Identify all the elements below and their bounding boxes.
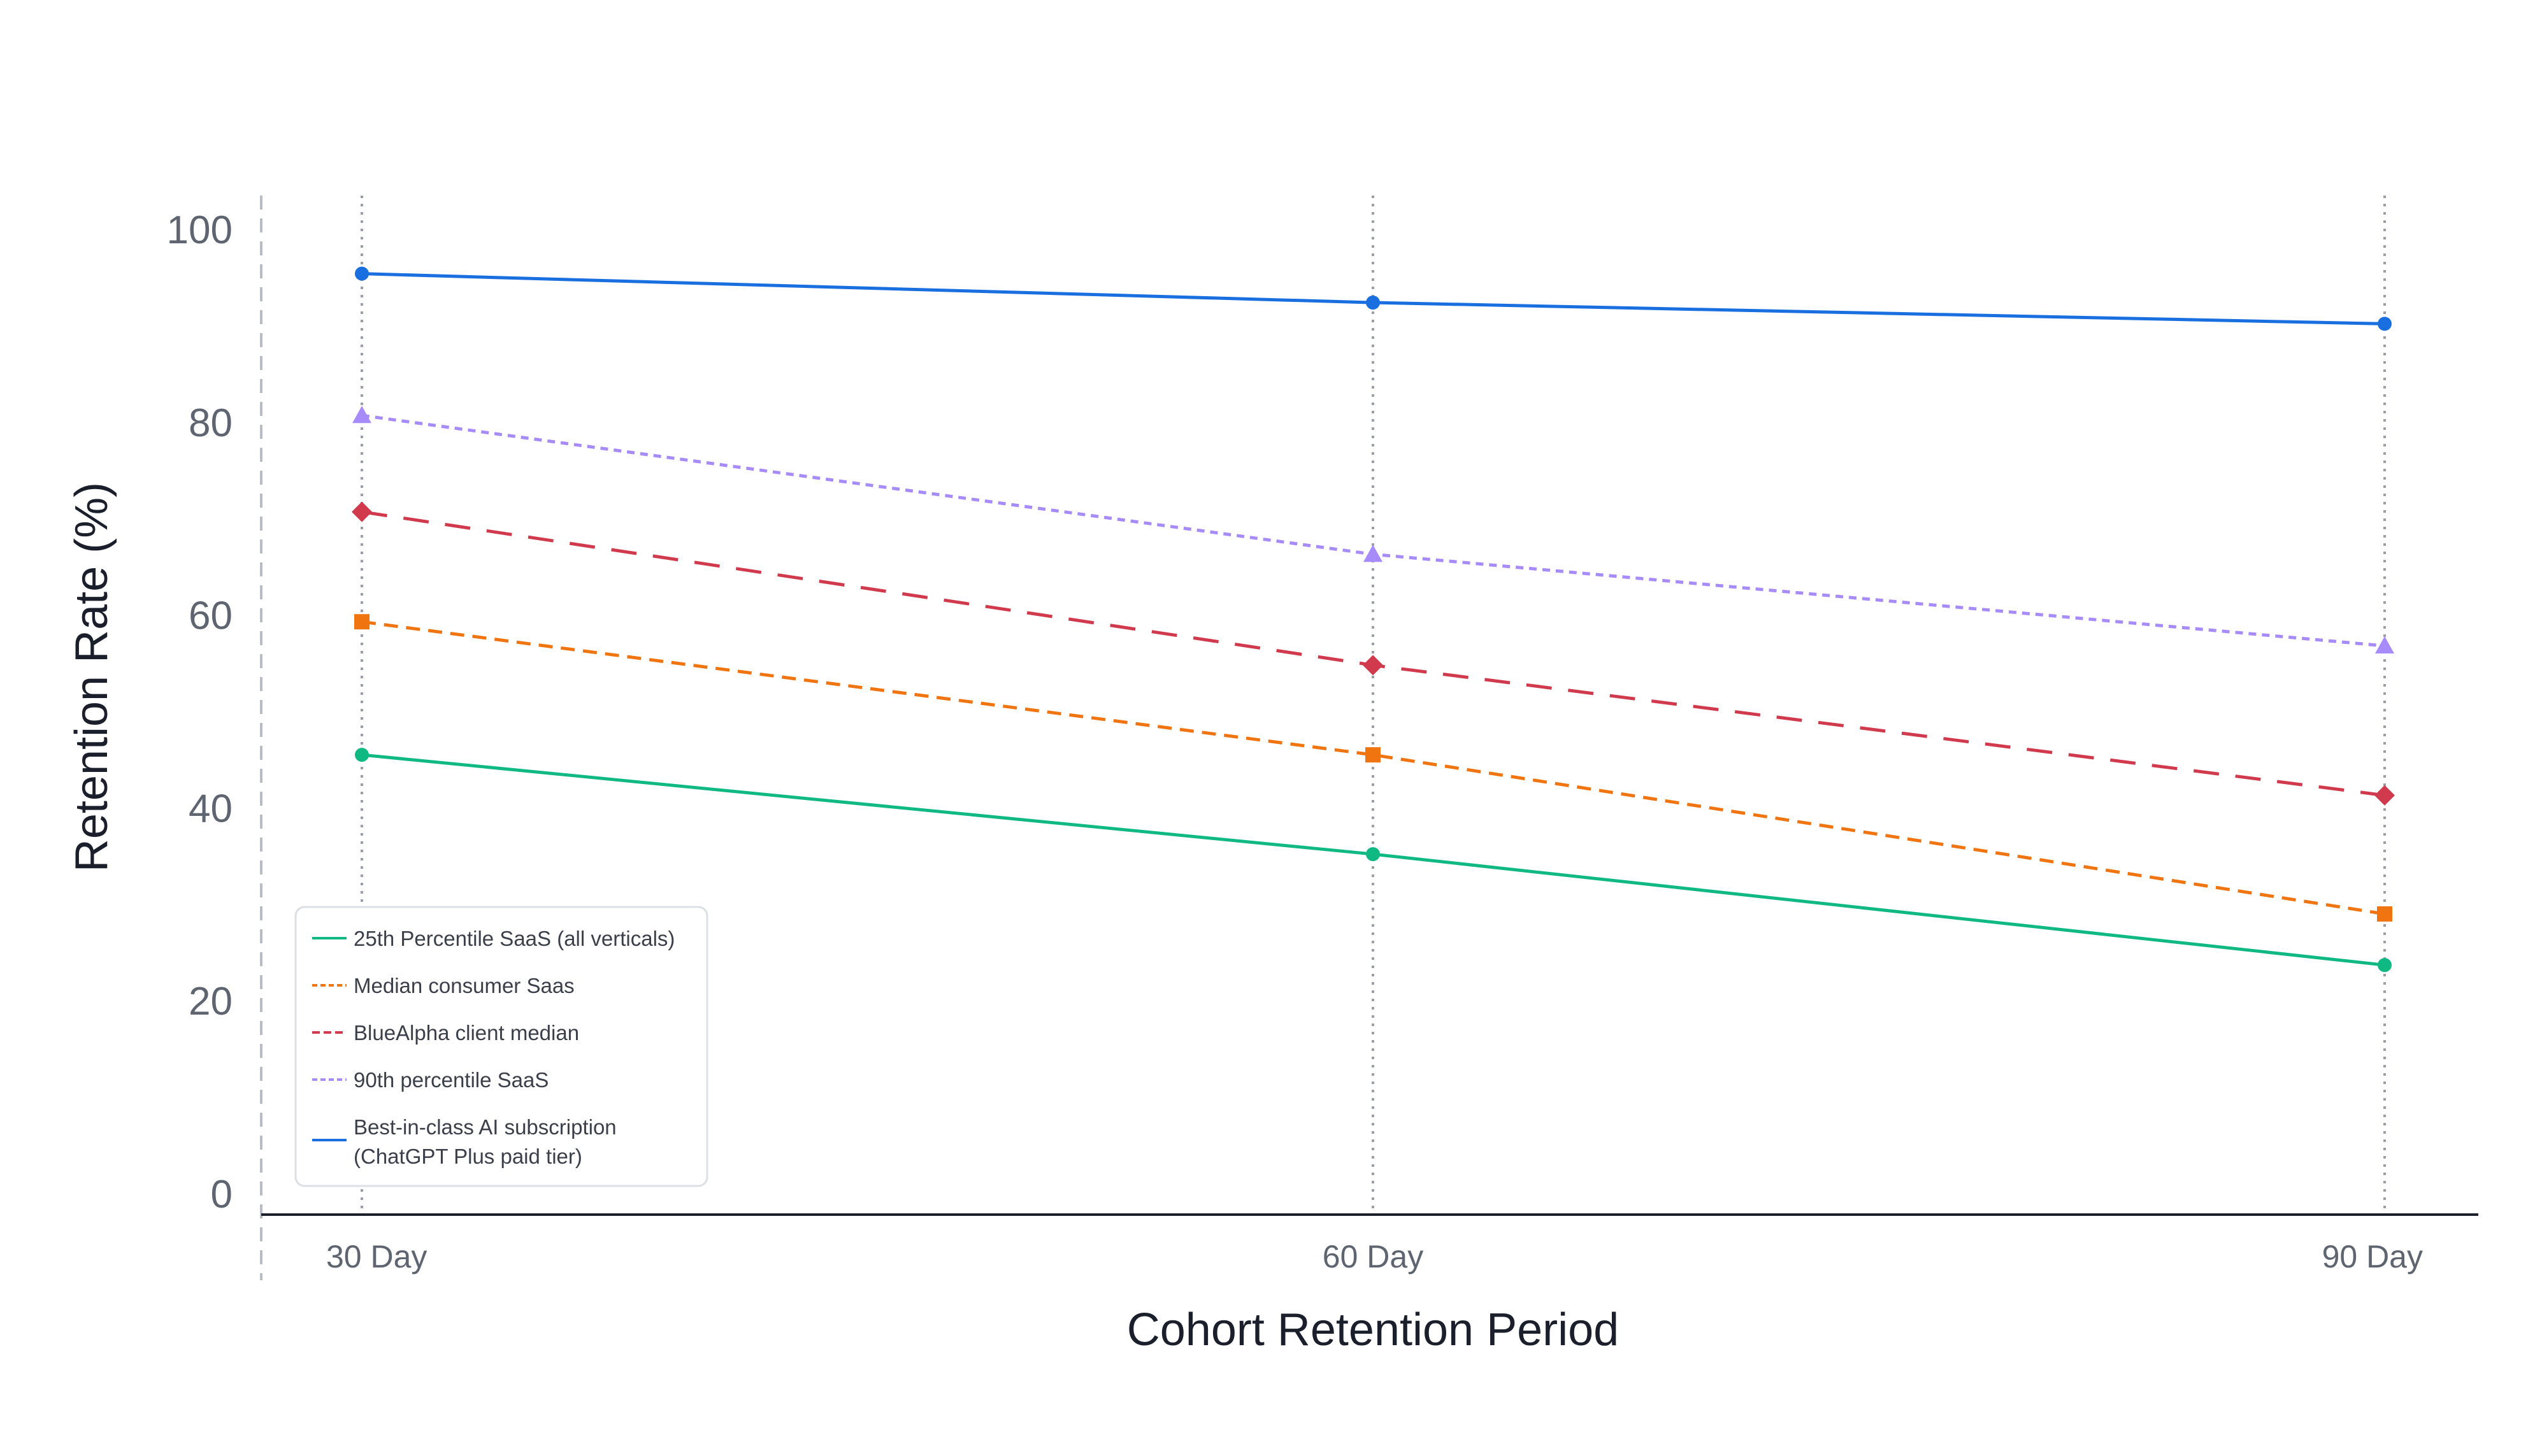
y-axis-title: Retention Rate (%) <box>66 482 117 872</box>
legend-label: BlueAlpha client median <box>354 1021 579 1045</box>
series-4 <box>352 406 2394 654</box>
axis-layer: 0 20 40 60 80 100 30 Day 60 Day 90 Day <box>167 196 2478 1280</box>
legend-label: (ChatGPT Plus paid tier) <box>354 1145 582 1168</box>
y-tick-label: 0 <box>211 1173 233 1217</box>
legend-item: Best-in-class AI subscription (ChatGPT Pl… <box>312 1115 617 1168</box>
series-layer <box>352 266 2395 973</box>
x-tick-label: 60 Day <box>1323 1239 1423 1274</box>
data-point <box>355 748 369 762</box>
series-1 <box>355 748 2392 973</box>
data-point <box>1365 747 1381 763</box>
data-point <box>2377 906 2392 922</box>
legend: 25th Percentile SaaS (all verticals) Medi… <box>294 906 708 1187</box>
data-point <box>355 266 369 281</box>
data-point <box>1366 847 1380 862</box>
data-point <box>354 614 370 630</box>
legend-label: 90th percentile SaaS <box>354 1068 549 1092</box>
legend-box <box>294 906 708 1187</box>
series-2 <box>354 614 2392 922</box>
series-5 <box>355 266 2392 331</box>
y-tick-label: 60 <box>189 594 233 638</box>
data-point <box>2375 636 2394 654</box>
y-tick-label: 100 <box>167 208 233 252</box>
series-3 <box>352 501 2395 806</box>
series-line <box>361 620 2385 916</box>
x-tick-label: 30 Day <box>326 1239 427 1274</box>
data-point <box>352 406 371 424</box>
legend-item: 90th percentile SaaS <box>312 1068 549 1092</box>
data-point <box>1363 545 1382 562</box>
data-point <box>2374 785 2395 806</box>
data-point <box>352 501 372 522</box>
legend-label: Best-in-class AI subscription <box>354 1115 617 1139</box>
x-axis-title: Cohort Retention Period <box>1127 1304 1619 1355</box>
y-tick-label: 40 <box>189 787 233 831</box>
legend-item: Median consumer Saas <box>312 974 575 997</box>
data-point <box>2378 958 2392 973</box>
data-point <box>1366 296 1380 310</box>
legend-item: 25th Percentile SaaS (all verticals) <box>312 927 675 950</box>
y-tick-label: 20 <box>189 980 233 1024</box>
legend-item: BlueAlpha client median <box>312 1021 579 1045</box>
legend-label: Median consumer Saas <box>354 974 575 997</box>
legend-label: 25th Percentile SaaS (all verticals) <box>354 927 675 950</box>
data-point <box>2378 317 2392 331</box>
x-tick-label: 90 Day <box>2322 1239 2423 1274</box>
y-tick-label: 80 <box>189 401 233 445</box>
data-point <box>1363 655 1383 676</box>
